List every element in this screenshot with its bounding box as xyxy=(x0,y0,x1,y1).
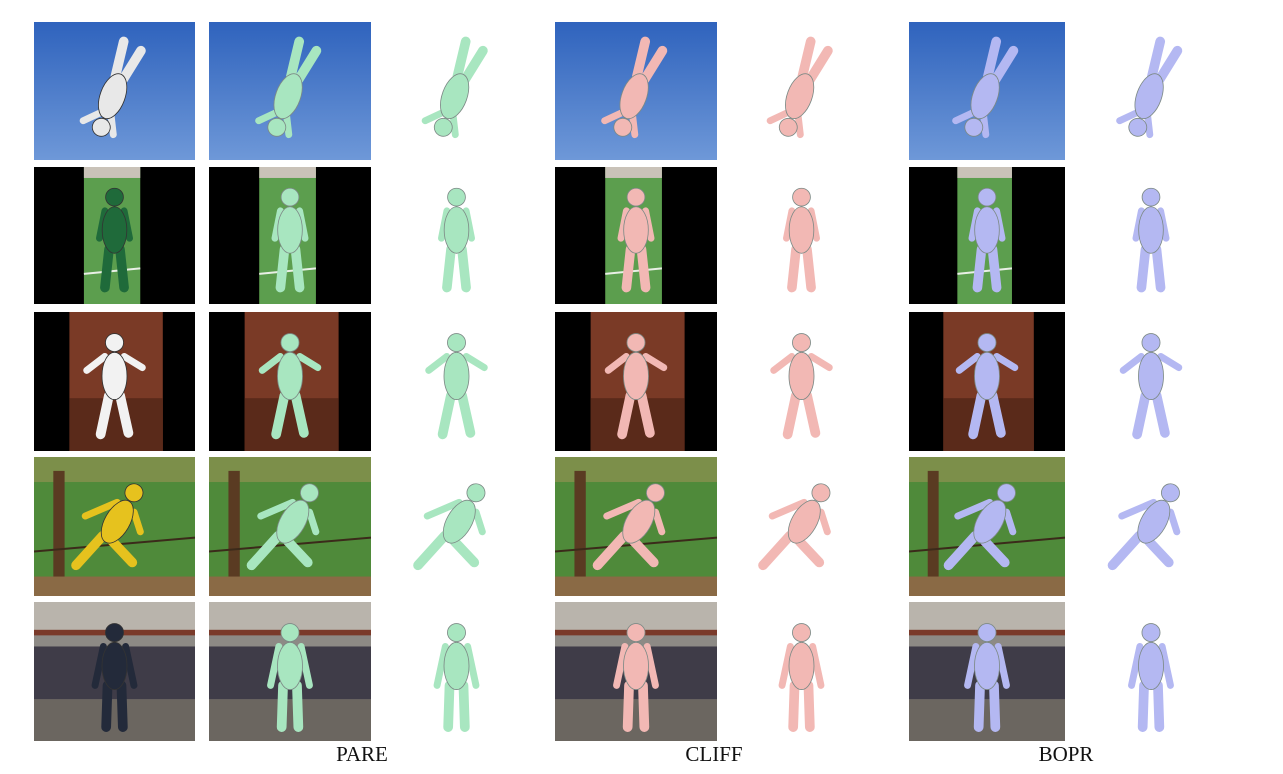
figure-cell-row5-overlay-pare xyxy=(209,602,371,741)
caption-bopr: BOPR xyxy=(1038,742,1094,766)
figure-cell-row5-overlay-bopr xyxy=(909,602,1065,741)
figure-cell-row3-side-bopr xyxy=(1072,312,1230,451)
figure-cell-row4-input-input xyxy=(34,457,195,596)
figure-cell-row5-overlay-cliff xyxy=(555,602,717,741)
figure-cell-row4-side-bopr xyxy=(1072,457,1230,596)
figure-cell-row2-side-pare xyxy=(385,167,528,304)
figure-cell-row1-input-input xyxy=(34,22,195,160)
figure-cell-row4-overlay-pare xyxy=(209,457,371,596)
figure-cell-row4-overlay-cliff xyxy=(555,457,717,596)
figure-cell-row1-side-bopr xyxy=(1072,22,1230,160)
figure-cell-row1-side-cliff xyxy=(731,22,872,160)
figure-cell-row5-side-pare xyxy=(385,602,528,741)
figure-cell-row3-side-pare xyxy=(385,312,528,451)
figure-cell-row2-side-bopr xyxy=(1072,167,1230,304)
figure-cell-row2-input-input xyxy=(34,167,195,304)
figure-cell-row1-overlay-bopr xyxy=(909,22,1065,160)
figure-cell-row4-overlay-bopr xyxy=(909,457,1065,596)
figure-cell-row3-overlay-pare xyxy=(209,312,371,451)
figure-cell-row2-overlay-pare xyxy=(209,167,371,304)
figure-cell-row1-overlay-cliff xyxy=(555,22,717,160)
figure-cell-row2-overlay-cliff xyxy=(555,167,717,304)
figure-cell-row5-side-cliff xyxy=(731,602,872,741)
figure-cell-row2-side-cliff xyxy=(731,167,872,304)
figure-cell-row2-overlay-bopr xyxy=(909,167,1065,304)
caption-pare: PARE xyxy=(336,742,388,766)
figure-cell-row4-side-cliff xyxy=(731,457,872,596)
figure-cell-row3-input-input xyxy=(34,312,195,451)
caption-cliff: CLIFF xyxy=(685,742,743,766)
figure-cell-row1-side-pare xyxy=(385,22,528,160)
figure-cell-row5-side-bopr xyxy=(1072,602,1230,741)
figure-cell-row3-side-cliff xyxy=(731,312,872,451)
figure-cell-row3-overlay-bopr xyxy=(909,312,1065,451)
figure-cell-row5-input-input xyxy=(34,602,195,741)
figure-cell-row1-overlay-pare xyxy=(209,22,371,160)
figure-cell-row3-overlay-cliff xyxy=(555,312,717,451)
figure-cell-row4-side-pare xyxy=(385,457,528,596)
